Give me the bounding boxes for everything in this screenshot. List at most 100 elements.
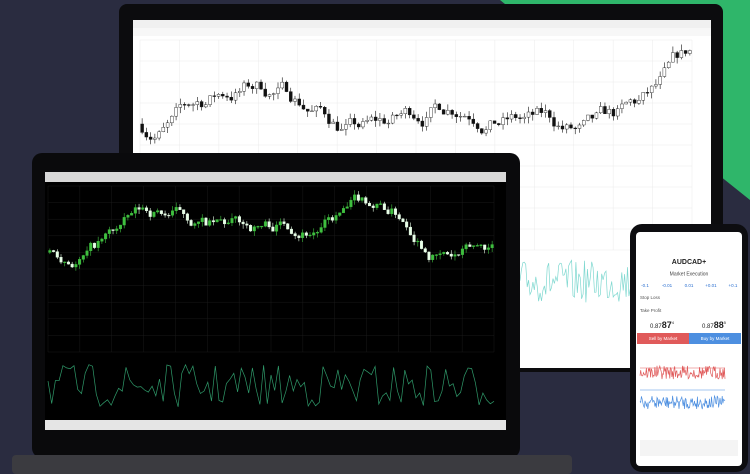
candle [468, 116, 471, 119]
sell-big: 0.87 [650, 324, 662, 330]
candle [531, 112, 534, 115]
candle [353, 195, 356, 200]
candle [78, 259, 81, 264]
candle [680, 51, 683, 58]
step: +0.01 [705, 283, 717, 288]
candle [141, 124, 144, 132]
candle [569, 125, 572, 128]
candle [253, 227, 256, 231]
candle [108, 230, 111, 234]
candle [476, 124, 479, 129]
candle [242, 222, 245, 224]
candle [650, 86, 653, 93]
candle [413, 235, 416, 242]
candle [268, 222, 271, 227]
candle [395, 115, 398, 116]
page: AUDCAD+ Market Execution -0.1-0.010.01+0… [0, 0, 750, 474]
candle [302, 105, 305, 109]
phone-note [640, 440, 738, 456]
candle [204, 105, 207, 107]
candle [275, 225, 278, 231]
candle [186, 214, 189, 221]
candle [208, 221, 211, 226]
candle [561, 126, 564, 129]
candle [612, 109, 615, 116]
take-profit: Take Profit [640, 308, 662, 313]
monitor-menubar [133, 28, 711, 36]
candle [506, 118, 509, 119]
buy-large: 88 [714, 320, 724, 330]
candle [599, 106, 602, 112]
candle [487, 248, 490, 250]
candle [279, 222, 282, 225]
candle [374, 117, 377, 121]
candle [350, 200, 353, 207]
candle [461, 249, 464, 255]
candle [446, 110, 449, 114]
candle [264, 222, 267, 227]
candle [548, 111, 551, 118]
candle [71, 264, 74, 267]
candle [226, 96, 229, 97]
candle [127, 215, 130, 217]
candle [435, 255, 438, 256]
candle [442, 110, 445, 114]
candle [298, 236, 301, 238]
candle [246, 224, 249, 225]
candle [379, 204, 382, 205]
candle [536, 108, 539, 114]
stop-loss: Stop Loss [640, 295, 661, 300]
candle [459, 116, 462, 117]
candle [540, 108, 543, 112]
candle [149, 211, 152, 217]
candle [346, 207, 349, 209]
candle [183, 104, 186, 105]
candle [75, 264, 78, 267]
candle [182, 210, 185, 214]
candle [290, 229, 293, 234]
candle [383, 204, 386, 210]
candle [483, 245, 486, 250]
candle [293, 99, 296, 101]
candle [138, 208, 141, 210]
candle [485, 130, 488, 133]
candle [400, 114, 403, 115]
candle [429, 108, 432, 118]
candle [667, 62, 670, 68]
laptop-tabs [45, 420, 506, 430]
candle [158, 132, 161, 138]
candle [289, 92, 292, 102]
candle [327, 217, 330, 219]
candle [272, 94, 275, 95]
candle [357, 124, 360, 127]
candle [175, 107, 178, 116]
candle [205, 218, 208, 225]
candle [472, 119, 475, 123]
candle [405, 222, 408, 227]
candle [145, 208, 148, 211]
candle [642, 92, 645, 100]
candle [421, 121, 424, 126]
candle [82, 255, 85, 259]
candle [320, 228, 323, 233]
candle [331, 217, 334, 220]
candle [340, 129, 343, 130]
candle [625, 102, 628, 104]
candle [104, 234, 107, 239]
candle [286, 224, 289, 229]
candle [251, 86, 254, 88]
candle [319, 106, 322, 107]
candle [491, 245, 494, 248]
candle [676, 53, 679, 58]
candle [141, 208, 144, 210]
candle [671, 53, 674, 63]
candle [338, 213, 341, 216]
monitor-titlebar [133, 20, 711, 28]
candle [544, 111, 547, 113]
laptop-titlebar [45, 172, 506, 182]
candle [553, 117, 556, 126]
candle [454, 255, 457, 257]
candle [489, 121, 492, 130]
candle [160, 211, 163, 214]
candle [164, 214, 167, 215]
